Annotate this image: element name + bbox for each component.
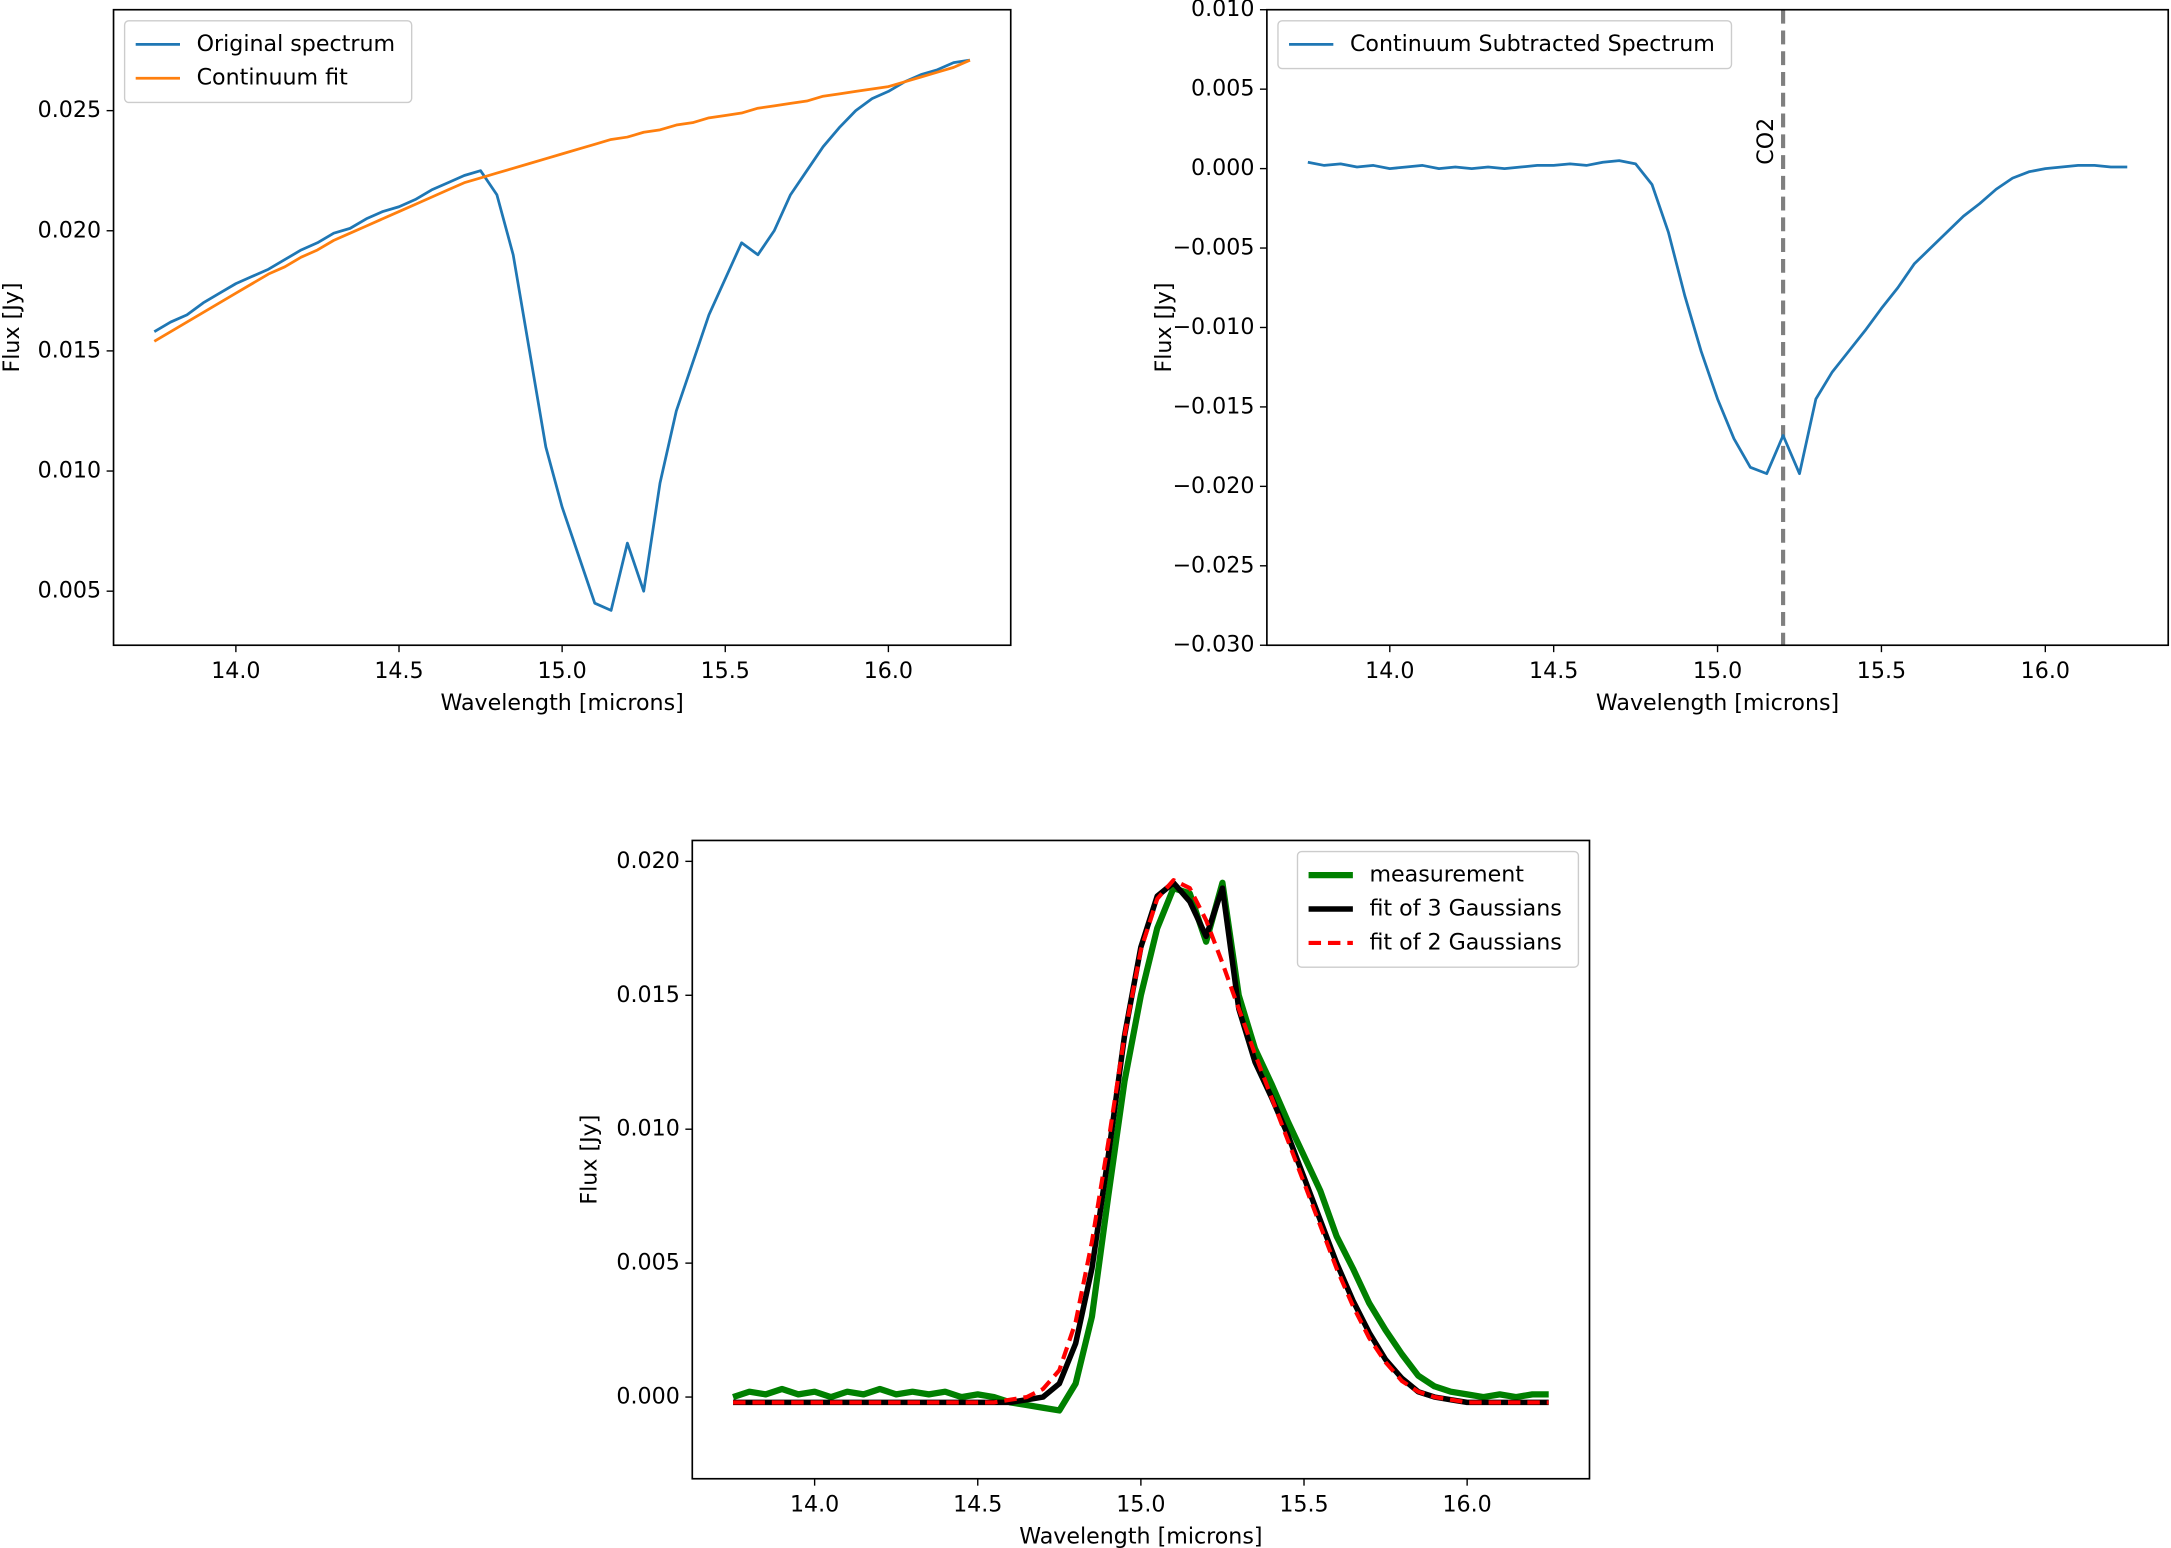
y-axis-label: Flux [Jy] [1151,282,1177,372]
x-tick-label: 14.5 [374,658,423,684]
x-tick-label: 16.0 [1442,1492,1491,1518]
x-tick-label: 15.0 [1116,1492,1165,1518]
plot-area [1266,9,2169,646]
x-tick-label: 14.5 [1529,658,1578,684]
series-line [732,879,1549,1414]
y-tick-label: −0.030 [1172,632,1254,658]
series-line [153,58,971,612]
legend-label: Continuum Subtracted Spectrum [1350,31,1715,57]
legend-box [1277,20,1733,70]
legend-label: Original spectrum [197,31,395,57]
y-tick-label: −0.005 [1172,235,1254,261]
legend-label: fit of 2 Gaussians [1369,929,1561,955]
y-tick-label: 0.025 [38,97,101,123]
plot-frame [112,8,1012,647]
y-tick-label: 0.015 [38,337,101,363]
y-tick-label: −0.010 [1172,314,1254,340]
legend-label: Continuum fit [197,65,349,91]
legend-box [1296,850,1580,968]
x-tick-label: 15.0 [1693,658,1742,684]
legend: Continuum Subtracted Spectrum [1277,20,1733,70]
y-tick-label: −0.015 [1172,393,1254,419]
x-tick-label: 15.5 [1857,658,1906,684]
y-tick-label: 0.005 [38,578,101,604]
x-axis-label: Wavelength [microns] [440,690,683,716]
y-tick-label: 0.000 [1191,155,1254,181]
plot-frame [691,839,1591,1480]
series-line [1307,159,2128,476]
legend-box [123,20,413,104]
series-line [733,878,1549,1405]
reference-label: CO2 [1753,118,1779,165]
y-tick-label: −0.025 [1172,552,1254,578]
axes: 14.0 14.5 15.0 15.5 16.0 0.005 0.010 0.015 0.020… [0,8,1012,716]
x-tick-label: 14.0 [790,1492,839,1518]
x-axis-label: Wavelength [microns] [1596,690,1839,716]
x-tick-label: 14.0 [211,658,260,684]
y-tick-label: 0.005 [616,1250,679,1276]
x-tick-label: 16.0 [864,658,913,684]
x-tick-label: 14.5 [953,1492,1002,1518]
legend: measurement fit of 3 Gaussians fit of 2 Ga… [1296,850,1580,968]
x-tick-label: 15.0 [537,658,586,684]
y-tick-label: 0.010 [1191,0,1254,22]
y-tick-label: 0.020 [616,848,679,874]
legend-label: measurement [1369,862,1524,888]
x-tick-label: 14.0 [1365,658,1414,684]
x-tick-label: 15.5 [1279,1492,1328,1518]
legend: Original spectrum Continuum fit [123,20,413,104]
y-axis-label: Flux [Jy] [0,282,25,372]
x-tick-label: 16.0 [2021,658,2070,684]
y-tick-label: 0.015 [616,982,679,1008]
axes: 14.0 14.5 15.0 15.5 16.0 −0.030 −0.025 −0.020 −0… [1151,0,2170,716]
y-tick-label: −0.020 [1172,473,1254,499]
y-tick-label: 0.020 [38,217,101,243]
plot-area [113,9,1011,646]
x-axis-label: Wavelength [microns] [1019,1523,1262,1548]
y-tick-label: 0.000 [616,1384,679,1410]
y-axis-label: Flux [Jy] [576,1115,602,1205]
axes: 14.0 14.5 15.0 15.5 16.0 0.000 0.005 0.010 0.015… [576,839,1591,1548]
y-tick-label: 0.005 [1191,76,1254,102]
y-tick-label: 0.010 [616,1116,679,1142]
x-tick-label: 15.5 [701,658,750,684]
series-line [153,58,971,343]
legend-label: fit of 3 Gaussians [1369,895,1561,921]
plot-frame [1266,8,2170,647]
y-tick-label: 0.010 [38,458,101,484]
